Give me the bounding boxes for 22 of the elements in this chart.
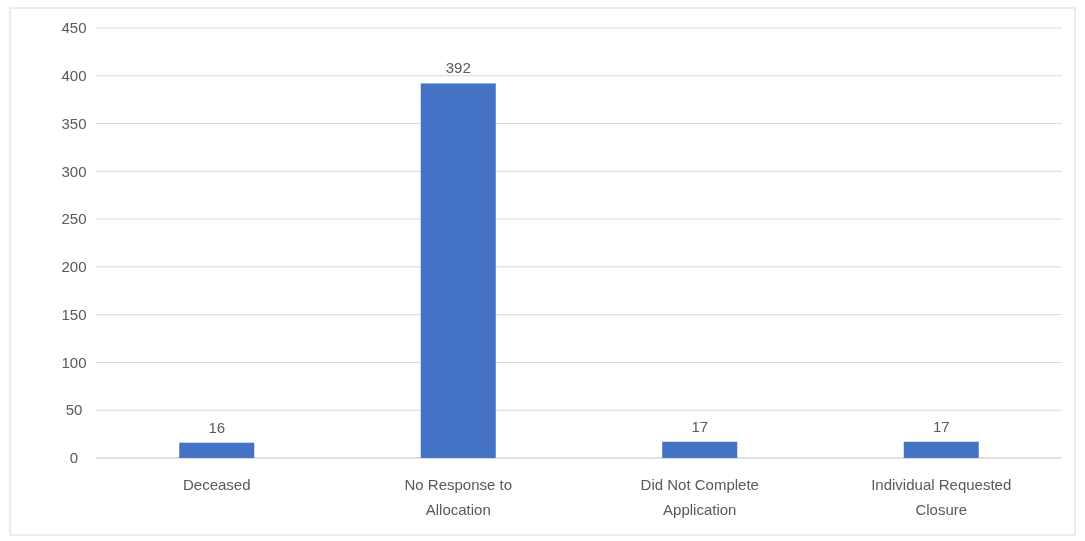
data-label: 392 [445, 59, 471, 77]
data-label: 17 [691, 417, 709, 435]
bar [420, 83, 496, 458]
bar [179, 442, 255, 458]
data-label: 16 [208, 418, 226, 436]
x-tick-label: Deceased [182, 476, 251, 493]
bar [662, 441, 738, 458]
y-tick-label: 350 [61, 114, 87, 132]
x-tick-label: Did Not Complete Application [640, 476, 759, 518]
y-tick-label: 450 [61, 19, 87, 37]
y-tick-label: 100 [61, 353, 87, 371]
data-label: 17 [932, 417, 950, 435]
bar [903, 441, 979, 458]
y-tick-label: 250 [61, 210, 87, 228]
x-tick-label: Individual Requested Closure [871, 476, 1012, 518]
y-tick-label: 150 [61, 305, 87, 323]
y-tick-label: 300 [61, 162, 87, 180]
y-tick-label: 50 [65, 401, 83, 419]
y-tick-label: 400 [61, 67, 87, 85]
y-tick-label: 0 [69, 449, 79, 467]
y-tick-label: 200 [61, 258, 87, 276]
x-tick-label: No Response to Allocation [404, 476, 513, 518]
